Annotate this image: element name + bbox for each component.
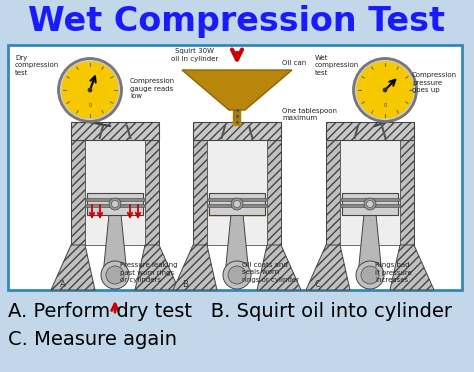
Circle shape [231,198,243,210]
Bar [267,140,281,245]
Bar [340,140,400,245]
Text: C: C [315,280,321,289]
Text: 0: 0 [89,103,91,108]
Text: Oil can: Oil can [282,60,306,66]
Bar [87,193,143,215]
Text: B: B [182,280,188,289]
Circle shape [356,261,384,289]
Circle shape [364,198,376,210]
Text: Compression
pressure
goes up: Compression pressure goes up [412,72,457,93]
Polygon shape [173,245,217,290]
Circle shape [357,62,413,118]
Bar [341,204,399,206]
Circle shape [58,58,122,122]
Circle shape [234,201,240,208]
Circle shape [383,88,387,92]
Polygon shape [51,245,95,290]
Bar [193,140,207,245]
Circle shape [228,266,246,284]
Bar [193,122,281,140]
Text: 0: 0 [383,103,387,108]
Circle shape [101,261,129,289]
Circle shape [109,198,121,210]
Circle shape [356,61,414,119]
Bar [86,198,144,201]
Circle shape [106,266,124,284]
Bar [209,193,265,215]
Text: Dry
compression
test: Dry compression test [15,55,59,76]
Bar [145,140,159,245]
Bar [326,140,340,245]
Bar [85,140,145,245]
Polygon shape [135,245,179,290]
Polygon shape [306,245,350,290]
Bar [71,122,159,140]
Text: Squirt 30W
oil in cylinder: Squirt 30W oil in cylinder [172,48,219,61]
Circle shape [62,62,118,118]
Text: C. Measure again: C. Measure again [8,330,177,349]
Text: Pressure leaking
past worn rings
or cylinders: Pressure leaking past worn rings or cyli… [120,262,177,283]
Bar [341,198,399,201]
Bar [208,204,266,206]
Text: Compression
gauge reads
low: Compression gauge reads low [130,78,175,99]
Bar [208,198,266,201]
Circle shape [111,201,118,208]
Circle shape [88,88,91,92]
Bar [326,122,414,140]
Polygon shape [182,70,292,110]
Text: A. Perform dry test   B. Squirt oil into cylinder: A. Perform dry test B. Squirt oil into c… [8,302,452,321]
Polygon shape [103,204,127,275]
Text: One tablespoon
maximum: One tablespoon maximum [282,108,337,122]
Text: Wet
compression
test: Wet compression test [315,55,359,76]
Circle shape [353,58,417,122]
Bar [71,140,85,245]
Bar [342,193,398,215]
Bar [400,140,414,245]
Text: A: A [60,280,66,289]
Polygon shape [257,245,301,290]
Circle shape [366,201,374,208]
Text: Oil coats and
seals worn
rings or cylinder: Oil coats and seals worn rings or cylind… [242,262,299,283]
Circle shape [61,61,119,119]
Circle shape [223,261,251,289]
Bar [86,204,144,206]
Bar [8,45,462,290]
Circle shape [361,266,379,284]
Bar [208,207,266,217]
Text: Wet Compression Test: Wet Compression Test [28,6,446,38]
Polygon shape [358,204,382,275]
Text: Rings bad
if pressure
increases: Rings bad if pressure increases [375,262,412,283]
Bar [207,140,267,245]
Polygon shape [225,204,249,275]
Polygon shape [390,245,434,290]
